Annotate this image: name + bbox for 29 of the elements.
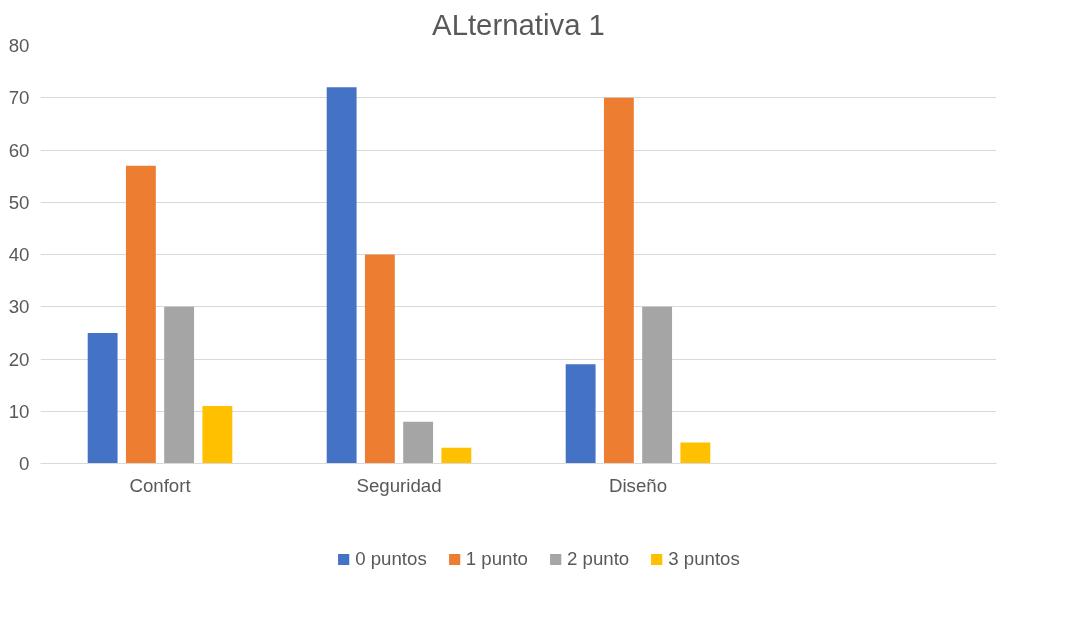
bar [403, 421, 434, 464]
bar [642, 306, 673, 464]
y-tick-label: 50 [8, 191, 30, 213]
y-tick-label: 40 [8, 244, 30, 265]
bar [164, 306, 195, 464]
y-tick-label: 0 [19, 453, 30, 474]
x-tick-label: Confort [129, 474, 192, 496]
y-tick-label: 70 [8, 87, 30, 109]
bar [441, 447, 472, 464]
x-tick-label: Diseño [608, 474, 668, 496]
bar [565, 364, 596, 464]
bar [680, 442, 711, 464]
legend-label: 1 punto [465, 548, 528, 570]
legend-label: 0 puntos [355, 548, 427, 570]
y-tick-label: 30 [8, 296, 30, 318]
legend-label: 2 punto [566, 548, 630, 570]
bar [364, 254, 395, 464]
bar [125, 165, 156, 464]
y-tick-label: 20 [8, 348, 30, 370]
bar [202, 406, 233, 464]
y-tick-label: 60 [8, 139, 30, 161]
bar [603, 97, 634, 464]
bar [326, 87, 357, 464]
y-tick-label: 10 [8, 400, 30, 422]
chart-title: ALternativa 1 [432, 7, 605, 41]
x-tick-label: Seguridad [356, 474, 442, 496]
bar [87, 332, 118, 464]
legend-label: 3 puntos [668, 548, 740, 570]
y-tick-label: 80 [8, 35, 30, 56]
